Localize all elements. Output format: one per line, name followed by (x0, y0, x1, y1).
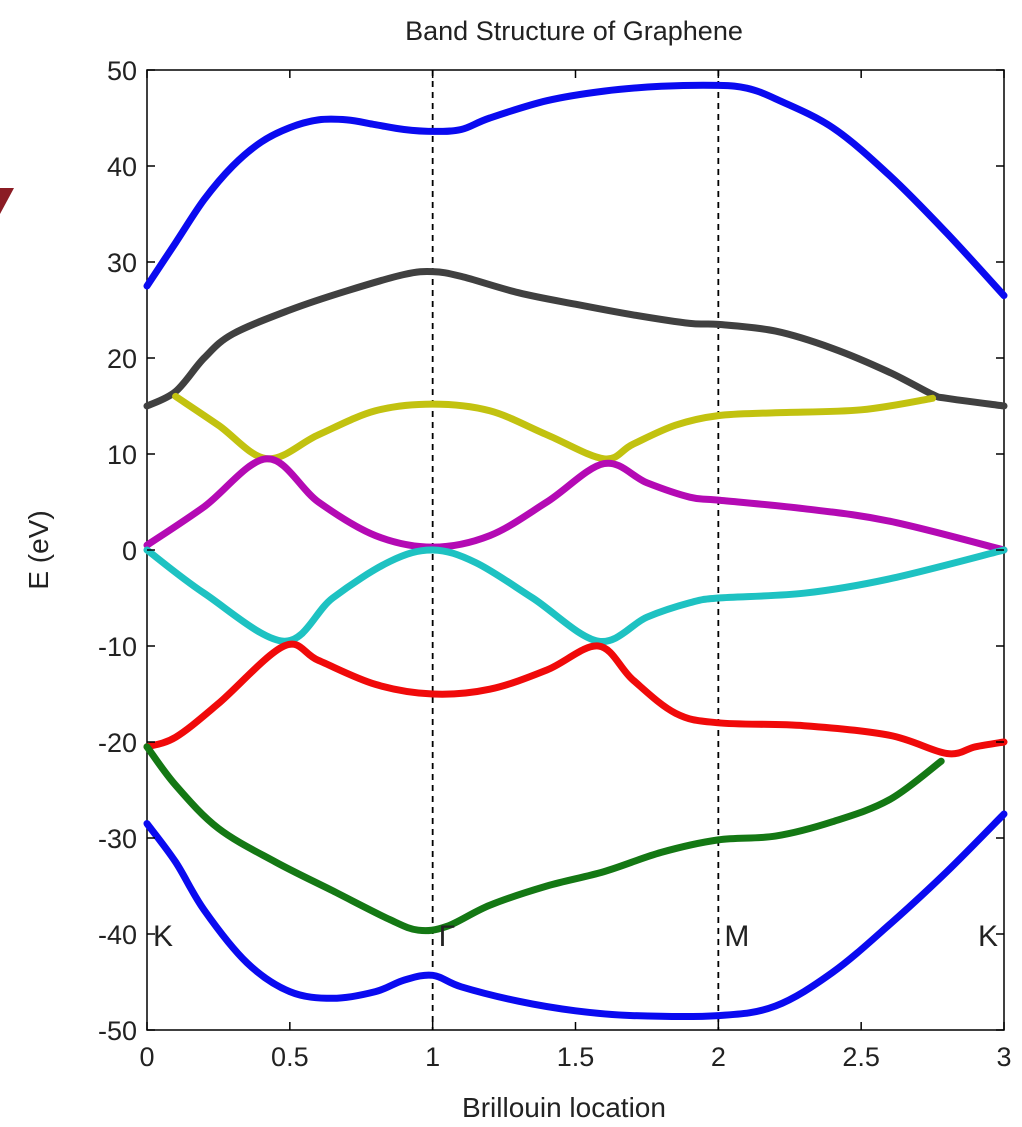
x-tick-label: 0.5 (271, 1042, 309, 1072)
band-series-group (143, 81, 1008, 1021)
y-tick-label: -30 (98, 824, 137, 854)
plot-area (146, 69, 1005, 1031)
point-label: K (978, 920, 998, 953)
vertical-reference-lines (431, 70, 720, 1030)
point-label: K (153, 920, 173, 953)
y-tick-label: -50 (98, 1016, 137, 1046)
band-line-1 (143, 267, 1008, 410)
band-line-0 (143, 81, 1008, 300)
y-tick-label: -10 (98, 632, 137, 662)
band-line-7 (143, 810, 1008, 1021)
y-tick-label: -20 (98, 728, 137, 758)
x-tick-labels: 0 0.5 1 1.5 2 2.5 3 (139, 1042, 1011, 1072)
band-line-6 (143, 743, 945, 935)
x-tick-label: 1 (425, 1042, 440, 1072)
chart-title: Band Structure of Graphene (405, 16, 743, 46)
y-tick-label: 30 (107, 248, 137, 278)
decorative-arrow-shape (0, 188, 14, 214)
x-tick-label: 0 (139, 1042, 154, 1072)
y-tick-label: 0 (122, 536, 137, 566)
y-tick-label: 10 (107, 440, 137, 470)
y-tick-label: 50 (107, 56, 137, 86)
y-tick-label: 20 (107, 344, 137, 374)
y-tick-label: 40 (107, 152, 137, 182)
band-line-4 (143, 546, 1008, 645)
x-tick-label: 3 (996, 1042, 1011, 1072)
point-label: M (724, 920, 749, 953)
band-line-5 (143, 640, 1008, 758)
point-label: Γ (439, 920, 456, 953)
x-axis-label: Brillouin location (462, 1092, 666, 1123)
x-tick-label: 2.5 (842, 1042, 880, 1072)
band-line-2 (172, 392, 937, 463)
y-axis-label: E (eV) (23, 510, 54, 589)
y-tick-label: -40 (98, 920, 137, 950)
x-tick-label: 2 (711, 1042, 726, 1072)
x-tick-label: 1.5 (557, 1042, 595, 1072)
band-line-3 (143, 455, 1008, 554)
y-tick-labels: 50 40 30 20 10 0 -10 -20 -30 -40 -50 (98, 56, 137, 1046)
axis-ticks (146, 69, 1005, 1031)
